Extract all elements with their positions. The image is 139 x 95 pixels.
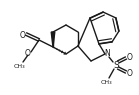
Text: CH₃: CH₃ — [13, 63, 25, 68]
Text: O: O — [127, 68, 133, 78]
Text: N: N — [104, 49, 110, 59]
Text: O: O — [25, 49, 31, 59]
Polygon shape — [51, 32, 55, 47]
Text: O: O — [127, 53, 133, 61]
Text: S: S — [113, 61, 119, 70]
Text: CH₃: CH₃ — [100, 80, 112, 86]
Text: O: O — [20, 30, 26, 40]
